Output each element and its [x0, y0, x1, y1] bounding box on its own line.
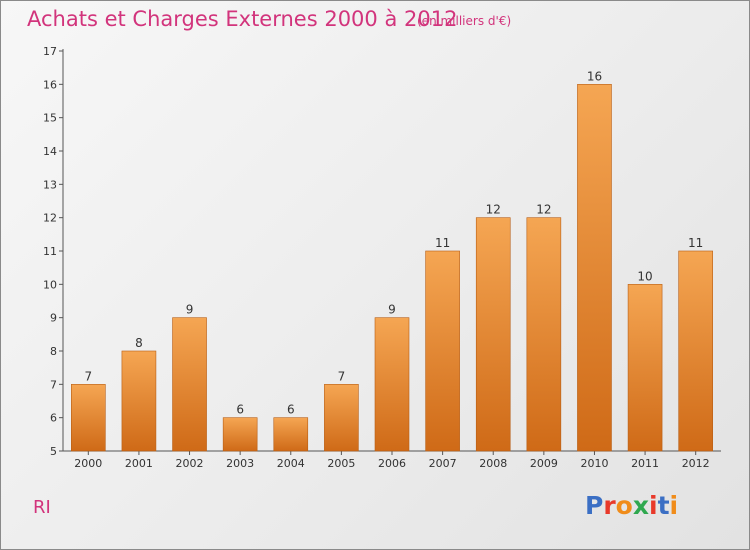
y-tick-label: 15: [43, 112, 57, 125]
x-tick-label: 2007: [429, 457, 457, 470]
proxiti-logo: Proxiti: [585, 491, 679, 520]
bar: [425, 250, 460, 452]
bar: [121, 350, 157, 452]
y-tick-label: 6: [50, 412, 57, 425]
bar-value-label: 12: [486, 203, 501, 217]
bar-value-label: 16: [587, 69, 602, 83]
bar: [678, 250, 713, 452]
y-tick-label: 5: [50, 445, 57, 458]
bar-value-label: 7: [84, 369, 92, 383]
axes: 5 6 7 8 9 10 11 12 13 14 15 16 17 2000 2001 2002 2003 200…: [43, 45, 721, 470]
bar: [627, 284, 663, 452]
value-labels: 7 8 9 6 6 7 9 11 12 12 16 10 11: [84, 69, 703, 416]
x-tick-label: 2005: [327, 457, 355, 470]
bar-value-label: 11: [688, 236, 703, 250]
x-tick-label: 2000: [74, 457, 102, 470]
x-tick-label: 2003: [226, 457, 254, 470]
chart-units: (en milliers d'€): [417, 14, 512, 28]
x-tick-label: 2011: [631, 457, 659, 470]
y-tick-label: 16: [43, 78, 57, 91]
y-tick-label: 7: [50, 378, 57, 391]
bar-value-label: 10: [637, 269, 652, 283]
bar: [526, 217, 562, 452]
y-tick-label: 12: [43, 212, 57, 225]
bar-value-label: 11: [435, 236, 450, 250]
commune-name: RI: [33, 497, 51, 518]
bar-value-label: 9: [388, 303, 396, 317]
bar-value-label: 12: [536, 203, 551, 217]
x-tick-label: 2012: [682, 457, 710, 470]
y-tick-label: 14: [43, 145, 57, 158]
bar: [324, 384, 359, 452]
bar: [374, 317, 410, 452]
bar: [222, 417, 258, 452]
bar: [172, 317, 207, 452]
y-tick-label: 17: [43, 45, 57, 58]
y-tick-label: 8: [50, 345, 57, 358]
bar-value-label: 6: [287, 403, 295, 417]
chart-title: Achats et Charges Externes 2000 à 2012: [27, 7, 458, 31]
bar-value-label: 8: [135, 336, 143, 350]
bar: [273, 417, 309, 452]
x-tick-label: 2008: [479, 457, 507, 470]
x-tick-label: 2004: [277, 457, 305, 470]
y-tick-label: 9: [50, 312, 57, 325]
x-tick-label: 2001: [125, 457, 153, 470]
bar: [475, 217, 511, 452]
x-tick-label: 2006: [378, 457, 406, 470]
y-tick-label: 10: [43, 278, 57, 291]
bars: [71, 84, 713, 452]
bar-value-label: 6: [236, 403, 244, 417]
bar: [71, 384, 106, 452]
bar-value-label: 7: [338, 369, 346, 383]
x-tick-label: 2002: [176, 457, 204, 470]
x-tick-label: 2010: [580, 457, 608, 470]
x-tick-label: 2009: [530, 457, 558, 470]
bar-value-label: 9: [186, 303, 194, 317]
y-tick-label: 11: [43, 245, 57, 258]
y-tick-label: 13: [43, 178, 57, 191]
bar: [577, 84, 612, 452]
